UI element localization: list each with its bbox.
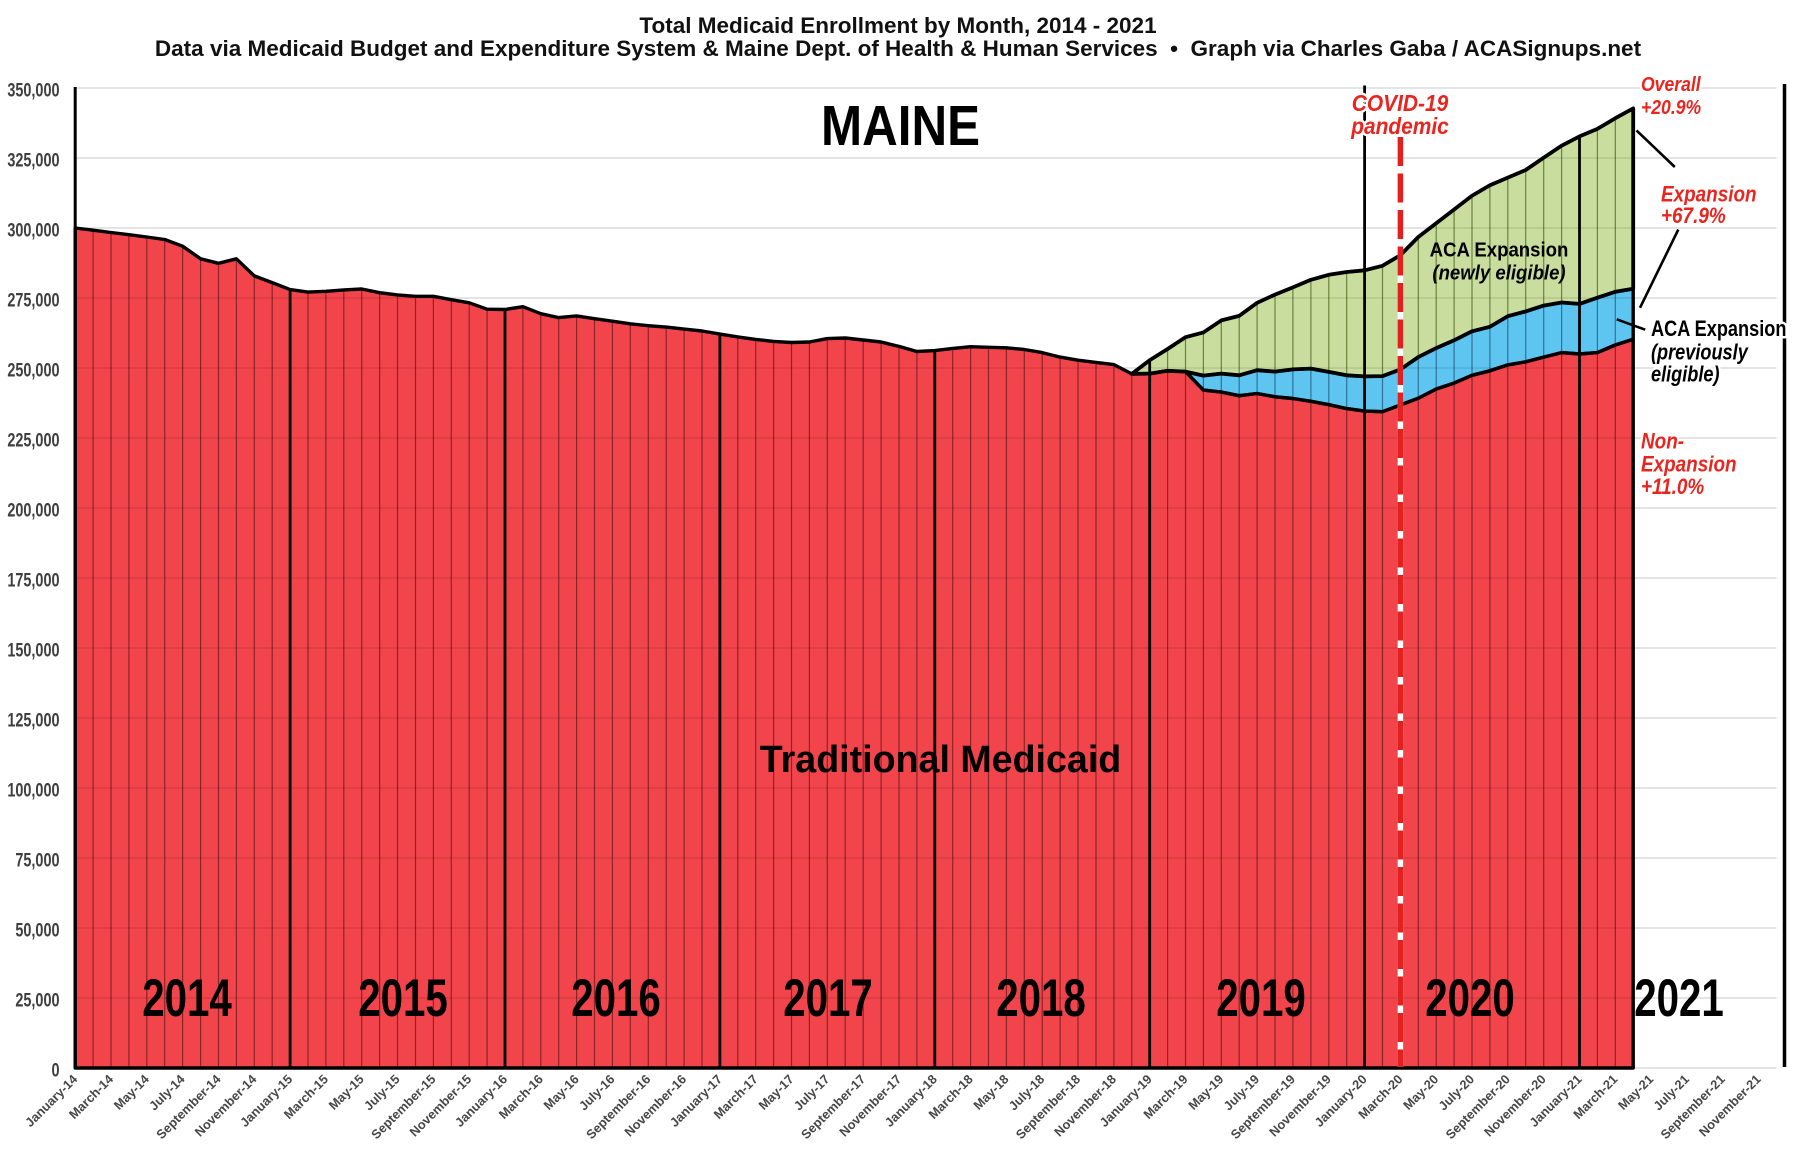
svg-text:ACA Expansion: ACA Expansion [1651,317,1786,341]
svg-text:eligible): eligible) [1651,363,1720,387]
svg-text:+20.9%: +20.9% [1641,96,1701,118]
svg-text:2014: 2014 [142,968,232,1028]
svg-text:150,000: 150,000 [7,640,59,661]
svg-text:(previously: (previously [1651,341,1749,365]
svg-text:2015: 2015 [358,968,448,1028]
svg-text:2016: 2016 [571,968,661,1028]
svg-text:Overall: Overall [1641,73,1701,95]
svg-text:225,000: 225,000 [7,430,59,451]
svg-text:2020: 2020 [1425,968,1515,1028]
svg-text:+11.0%: +11.0% [1641,475,1704,500]
svg-text:ACA Expansion: ACA Expansion [1430,240,1569,262]
svg-text:Traditional Medicaid: Traditional Medicaid [760,739,1122,781]
svg-text:25,000: 25,000 [15,990,59,1011]
svg-text:125,000: 125,000 [7,710,59,731]
svg-text:325,000: 325,000 [7,150,59,171]
svg-text:175,000: 175,000 [7,570,59,591]
svg-text:2018: 2018 [996,968,1086,1028]
svg-text:Expansion: Expansion [1661,182,1757,207]
svg-text:(newly eligible): (newly eligible) [1432,263,1565,285]
svg-text:350,000: 350,000 [7,80,59,101]
svg-text:2017: 2017 [783,968,873,1028]
svg-text:pandemic: pandemic [1350,113,1449,139]
svg-text:250,000: 250,000 [7,360,59,381]
svg-text:Data via Medicaid Budget and E: Data via Medicaid Budget and Expenditure… [155,36,1642,61]
svg-text:2021: 2021 [1634,968,1724,1028]
svg-text:50,000: 50,000 [15,920,59,941]
svg-text:+67.9%: +67.9% [1661,204,1726,229]
svg-text:100,000: 100,000 [7,780,59,801]
svg-text:0: 0 [51,1060,59,1081]
svg-text:2019: 2019 [1216,968,1306,1028]
svg-text:Total Medicaid Enrollment by M: Total Medicaid Enrollment by Month, 2014… [639,13,1156,38]
svg-text:275,000: 275,000 [7,290,59,311]
svg-text:COVID-19: COVID-19 [1352,90,1449,116]
svg-text:200,000: 200,000 [7,500,59,521]
svg-text:Non-: Non- [1641,429,1684,454]
svg-text:Expansion: Expansion [1641,452,1737,477]
svg-text:MAINE: MAINE [821,95,980,158]
svg-text:75,000: 75,000 [15,850,59,871]
svg-text:300,000: 300,000 [7,220,59,241]
